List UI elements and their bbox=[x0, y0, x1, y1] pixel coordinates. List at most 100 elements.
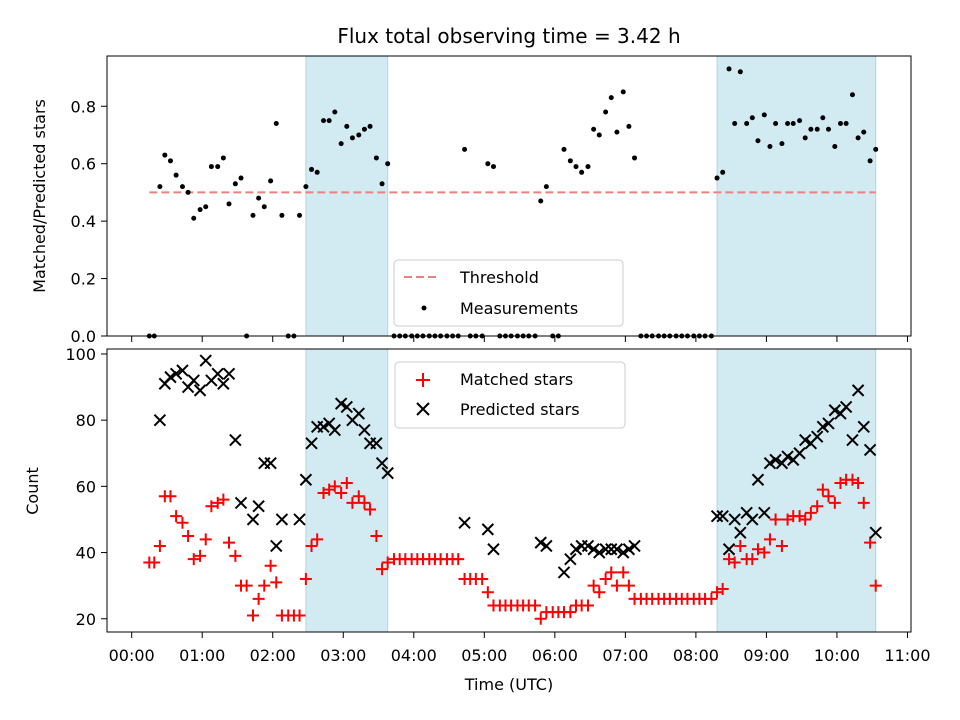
matched-star-point bbox=[246, 609, 259, 622]
measurement-point bbox=[579, 169, 585, 175]
matched-star-point bbox=[610, 579, 623, 592]
measurement-point bbox=[297, 212, 303, 218]
predicted-star-point bbox=[199, 354, 212, 367]
observing-band-top bbox=[305, 55, 389, 337]
predicted-star-point bbox=[264, 456, 277, 470]
matched-star-point bbox=[617, 566, 630, 579]
count-panel: 20 40 60 80 100 00:00 01:00 02:00 03:00 04:00 05:0… bbox=[23, 345, 931, 694]
observing-bands-top bbox=[305, 55, 877, 337]
measurement-point bbox=[349, 135, 355, 141]
measurement-point bbox=[338, 141, 344, 147]
x-tick-label: 07:00 bbox=[602, 646, 648, 665]
ratio-y-tick-label: 0.8 bbox=[71, 97, 96, 116]
predicted-star-point bbox=[375, 456, 389, 470]
measurement-point bbox=[250, 212, 256, 218]
measurement-point bbox=[462, 146, 468, 152]
ratio-y-tick-label: 0.0 bbox=[71, 327, 96, 346]
matched-star-point bbox=[217, 493, 230, 506]
measurement-point bbox=[379, 181, 385, 187]
measurement-point bbox=[749, 115, 755, 121]
matched-star-point bbox=[746, 553, 759, 566]
predicted-star-point bbox=[299, 473, 313, 486]
matched-star-point bbox=[352, 490, 365, 503]
measurement-point bbox=[785, 120, 791, 126]
observing-bands-bottom bbox=[305, 348, 877, 633]
predicted-star-point bbox=[293, 513, 306, 526]
measurement-point bbox=[814, 126, 820, 132]
predicted-star-point bbox=[716, 509, 729, 523]
measurement-point bbox=[832, 143, 838, 149]
measurement-point bbox=[737, 69, 743, 75]
x-tick-label: 01:00 bbox=[179, 646, 225, 665]
matched-star-point bbox=[258, 579, 271, 592]
predicted-star-point bbox=[275, 513, 289, 526]
measurement-point bbox=[220, 155, 226, 161]
matched-star-point bbox=[763, 533, 776, 546]
observing-band-bottom bbox=[305, 348, 389, 633]
count-plot-area bbox=[143, 354, 882, 625]
measurement-point bbox=[867, 158, 873, 164]
predicted-star-point bbox=[751, 473, 765, 486]
matched-star-point bbox=[799, 513, 812, 526]
matched-star-point bbox=[293, 609, 306, 622]
measurement-point bbox=[179, 184, 185, 190]
count-y-tick-label: 80 bbox=[76, 411, 96, 430]
predicted-star-point bbox=[593, 546, 606, 559]
measurement-point bbox=[585, 164, 591, 170]
measurement-point bbox=[261, 204, 267, 210]
predicted-star-point bbox=[822, 417, 835, 430]
matched-star-point bbox=[769, 513, 782, 526]
ratio-plot-area bbox=[146, 66, 879, 339]
measurement-point bbox=[614, 129, 620, 135]
matched-star-point bbox=[311, 533, 324, 546]
measurement-point bbox=[861, 129, 867, 135]
ratio-panel: 0.00.20.40.60.8 Matched/Predicted stars … bbox=[30, 55, 912, 346]
matched-star-point bbox=[187, 553, 200, 566]
predicted-star-point bbox=[610, 543, 624, 556]
count-axes: 20 40 60 80 100 00:00 01:00 02:00 03:00 04:00 05:0… bbox=[65, 345, 930, 665]
measurement-point bbox=[226, 201, 232, 207]
measurement-point bbox=[197, 207, 203, 213]
matched-star-point bbox=[476, 573, 489, 586]
legend-matched-swatch bbox=[416, 373, 430, 387]
measurement-point bbox=[215, 164, 221, 170]
predicted-star-point bbox=[305, 437, 318, 450]
ratio-y-tick-label: 0.2 bbox=[71, 270, 96, 289]
measurement-point bbox=[632, 155, 638, 161]
matched-star-point bbox=[705, 592, 718, 605]
measurement-point bbox=[303, 184, 309, 190]
matched-star-point bbox=[223, 536, 236, 549]
measurement-point bbox=[232, 181, 238, 187]
predicted-star-point bbox=[722, 543, 736, 556]
legend-matched-label: Matched stars bbox=[460, 370, 573, 389]
matched-star-point bbox=[758, 546, 771, 559]
predicted-star-point bbox=[839, 400, 853, 414]
measurement-point bbox=[268, 178, 274, 184]
predicted-star-point bbox=[540, 539, 553, 553]
measurement-point bbox=[603, 109, 609, 115]
matched-star-point bbox=[358, 496, 371, 509]
measurement-point bbox=[332, 109, 338, 115]
measurement-point bbox=[208, 164, 214, 170]
count-legend: Matched stars Predicted stars bbox=[394, 361, 626, 429]
matched-star-point bbox=[864, 536, 877, 549]
measurement-point bbox=[538, 198, 544, 204]
measurement-point bbox=[256, 195, 262, 201]
matched-star-point bbox=[328, 480, 341, 493]
predicted-star-point bbox=[869, 526, 882, 539]
measurement-point bbox=[773, 120, 779, 126]
x-tick-label: 04:00 bbox=[391, 646, 437, 665]
predicted-star-point bbox=[781, 450, 794, 463]
matched-star-point bbox=[364, 503, 377, 516]
matched-star-point bbox=[857, 496, 870, 509]
predicted-star-point bbox=[217, 377, 230, 390]
measurement-point bbox=[385, 161, 391, 167]
count-y-tick-label: 100 bbox=[65, 345, 96, 364]
predicted-star-point bbox=[605, 543, 618, 556]
matched-star-point bbox=[716, 582, 729, 595]
predicted-star-point bbox=[564, 552, 577, 566]
measurement-point bbox=[790, 120, 796, 126]
predicted-star-point bbox=[352, 407, 365, 420]
measurement-point bbox=[162, 152, 168, 158]
measurement-point bbox=[167, 158, 173, 164]
